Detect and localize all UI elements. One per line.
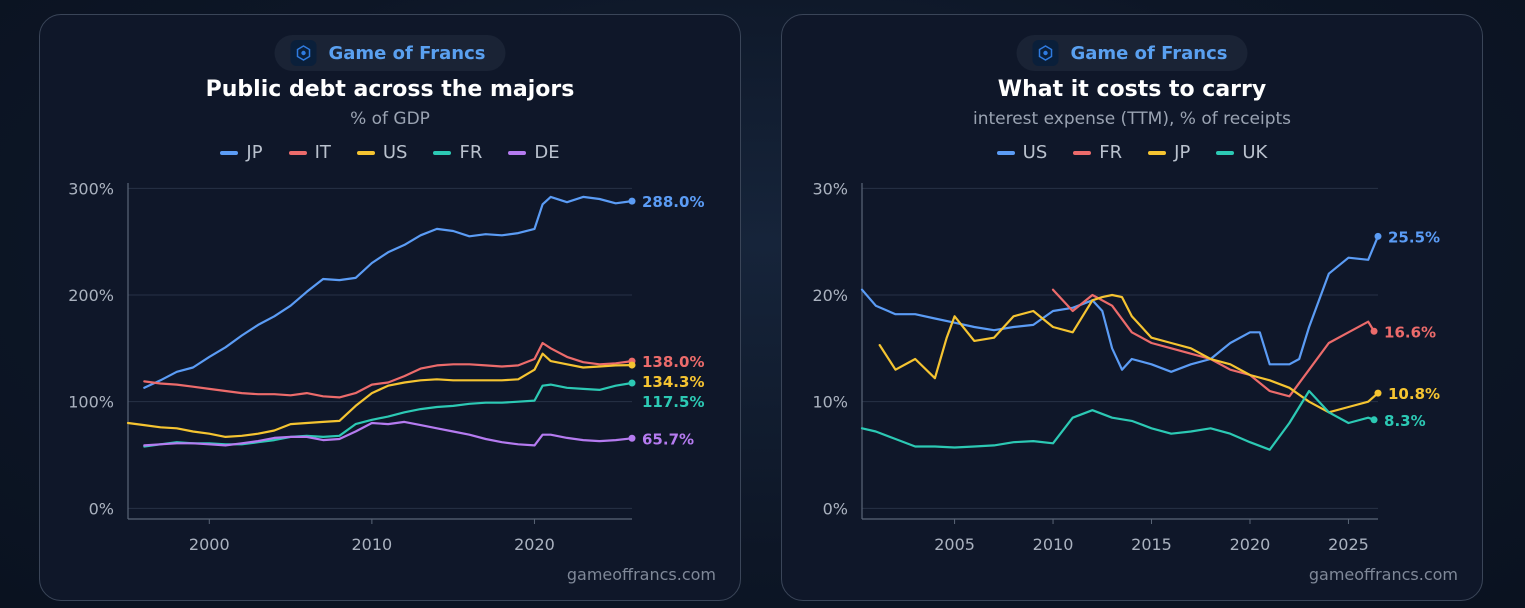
line-chart: 0% 10% 20% 30% 2005 2010 2015 2020 2025 25.5% 16.6… xyxy=(812,179,1440,554)
end-label-uk: 8.3% xyxy=(1384,412,1426,430)
chart-title: Public debt across the majors xyxy=(205,77,575,102)
end-label-jp: 288.0% xyxy=(642,193,704,211)
legend-item-it: IT xyxy=(288,142,331,163)
x-tick-label: 2010 xyxy=(352,535,393,554)
end-point-us xyxy=(1374,232,1382,240)
legend-label: US xyxy=(382,142,408,163)
legend-swatch xyxy=(220,150,239,155)
brand-logo-icon xyxy=(1032,40,1059,66)
legend-label: UK xyxy=(1242,142,1268,163)
end-point-fr xyxy=(1370,327,1378,335)
legend-item-jp: JP xyxy=(1148,142,1190,163)
legend-label: JP xyxy=(246,142,263,163)
end-point-jp xyxy=(1374,389,1382,397)
x-tick-label: 2020 xyxy=(514,535,555,554)
chart-title: What it costs to carry xyxy=(997,77,1267,102)
end-label-fr: 16.6% xyxy=(1384,323,1436,341)
x-tick-label: 2010 xyxy=(1033,535,1074,554)
brand-name: Game of Francs xyxy=(1070,42,1228,64)
x-tick-label: 2025 xyxy=(1328,535,1369,554)
x-tick-label: 2000 xyxy=(189,535,230,554)
line-chart: 0% 100% 200% 300% 2000 2010 2020 288.0% 138.0% 13… xyxy=(68,179,704,554)
legend-label: FR xyxy=(1099,142,1123,163)
x-tick-label: 2020 xyxy=(1230,535,1271,554)
series-line-fr xyxy=(1051,288,1376,398)
chart-subtitle: % of GDP xyxy=(350,109,430,129)
y-tick-label: 100% xyxy=(68,393,114,412)
series-line-us xyxy=(860,235,1380,373)
end-point-jp xyxy=(628,197,636,205)
legend-swatch xyxy=(1148,150,1167,155)
end-label-it: 138.0% xyxy=(642,353,704,371)
legend-swatch xyxy=(1216,150,1235,155)
y-tick-label: 300% xyxy=(68,179,114,198)
end-point-uk xyxy=(1370,416,1378,424)
legend-label: JP xyxy=(1174,142,1191,163)
legend-swatch xyxy=(508,150,527,155)
watermark: gameoffrancs.com xyxy=(566,565,716,584)
end-point-us xyxy=(628,361,636,369)
x-tick-label: 2015 xyxy=(1131,535,1172,554)
legend-label: US xyxy=(1022,142,1048,163)
legend-swatch xyxy=(1073,150,1092,155)
legend-swatch xyxy=(288,150,307,155)
y-tick-label: 200% xyxy=(68,286,114,305)
y-tick-label: 20% xyxy=(812,286,848,305)
legend-swatch xyxy=(433,150,452,155)
y-tick-label: 0% xyxy=(823,499,848,518)
end-label-us: 134.3% xyxy=(642,373,704,391)
legend-swatch xyxy=(996,150,1015,155)
legend-item-fr: FR xyxy=(433,142,482,163)
y-tick-label: 10% xyxy=(812,393,848,412)
legend-item-uk: UK xyxy=(1216,142,1267,163)
legend-item-jp: JP xyxy=(220,142,263,163)
watermark: gameoffrancs.com xyxy=(1308,565,1458,584)
series-line-jp xyxy=(143,195,634,389)
brand-logo-icon xyxy=(290,40,317,66)
chart-subtitle: interest expense (TTM), % of receipts xyxy=(972,109,1292,129)
legend-swatch xyxy=(356,150,375,155)
end-point-de xyxy=(628,434,636,442)
legend-label: DE xyxy=(534,142,560,163)
legend-label: FR xyxy=(459,142,483,163)
chart-legend: JP IT US FR DE xyxy=(40,142,740,163)
y-tick-label: 0% xyxy=(89,499,114,518)
end-label-fr: 117.5% xyxy=(642,393,704,411)
brand-badge: Game of Francs xyxy=(274,35,506,71)
end-label-de: 65.7% xyxy=(642,430,694,448)
series-line-uk xyxy=(860,389,1376,451)
end-label-us: 25.5% xyxy=(1388,228,1440,246)
y-tick-label: 30% xyxy=(812,179,848,198)
x-tick-label: 2005 xyxy=(934,535,975,554)
brand-badge: Game of Francs xyxy=(1016,35,1248,71)
series-line-de xyxy=(143,420,634,447)
chart-card-public-debt: Game of Francs Public debt across the ma… xyxy=(39,14,741,601)
brand-name: Game of Francs xyxy=(328,42,486,64)
end-point-fr xyxy=(628,379,636,387)
legend-item-us: US xyxy=(996,142,1048,163)
legend-item-de: DE xyxy=(508,142,560,163)
series-line-jp xyxy=(878,293,1380,414)
legend-item-us: US xyxy=(356,142,408,163)
legend-label: IT xyxy=(314,142,331,163)
chart-card-interest-cost: Game of Francs What it costs to carry in… xyxy=(781,14,1483,601)
series-line-us xyxy=(126,352,634,438)
series-line-it xyxy=(143,341,634,399)
end-label-jp: 10.8% xyxy=(1388,385,1440,403)
chart-legend: US FR JP UK xyxy=(782,142,1482,163)
legend-item-fr: FR xyxy=(1073,142,1122,163)
